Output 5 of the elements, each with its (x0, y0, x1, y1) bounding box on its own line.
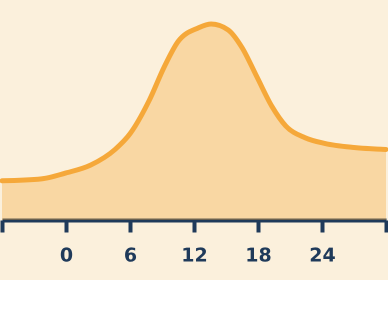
x-tick-label: 24 (309, 244, 336, 266)
x-tick-label: 6 (124, 244, 138, 266)
x-tick-label: 0 (60, 244, 74, 266)
x-tick-label: 12 (181, 244, 208, 266)
x-tick-label: 18 (245, 244, 272, 266)
